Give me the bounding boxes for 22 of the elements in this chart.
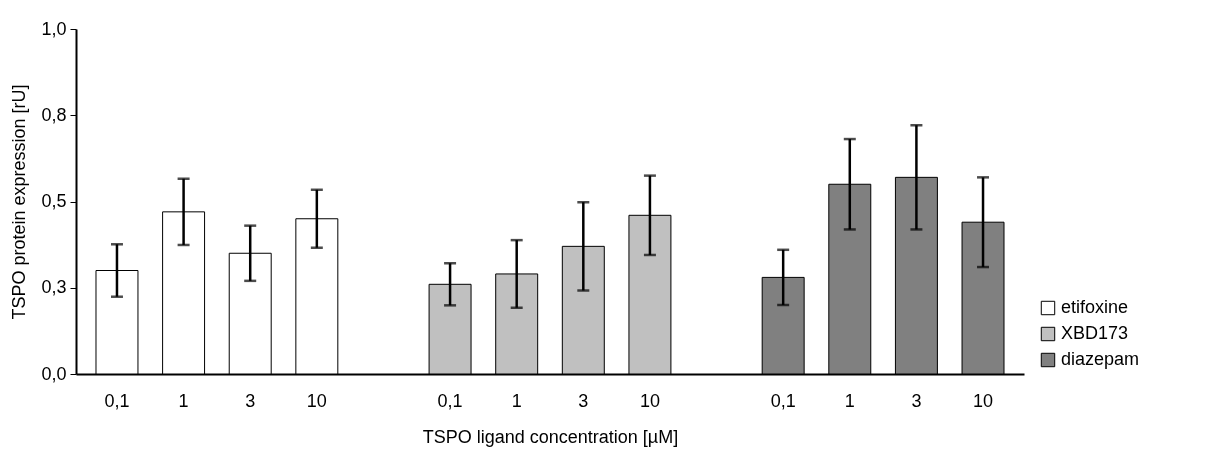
legend-label: diazepam [1061, 349, 1140, 369]
y-tick-label: 1,0 [41, 18, 67, 39]
legend-label: XBD173 [1061, 323, 1129, 343]
legend-label: etifoxine [1061, 297, 1129, 317]
y-tick-label: 0,8 [41, 104, 67, 125]
y-axis-title: TSPO protein expression [rU] [9, 84, 30, 320]
x-tick-label: 1 [511, 390, 522, 411]
y-tick-label: 0,0 [41, 363, 67, 384]
x-tick-label: 3 [578, 390, 589, 411]
x-tick-label: 10 [639, 390, 660, 411]
x-tick-label: 1 [178, 390, 189, 411]
x-tick-label: 3 [911, 390, 922, 411]
x-tick-label: 1 [844, 390, 855, 411]
y-tick-label: 0,3 [41, 277, 67, 298]
x-axis-title: TSPO ligand concentration [µM] [422, 426, 679, 447]
x-tick-label: 10 [973, 390, 994, 411]
x-tick-label: 0,1 [437, 390, 463, 411]
x-tick-label: 3 [245, 390, 256, 411]
y-tick-label: 0,5 [41, 191, 67, 211]
x-tick-label: 0,1 [104, 390, 130, 411]
x-tick-label: 0,1 [770, 390, 796, 411]
x-tick-label: 10 [306, 390, 327, 411]
